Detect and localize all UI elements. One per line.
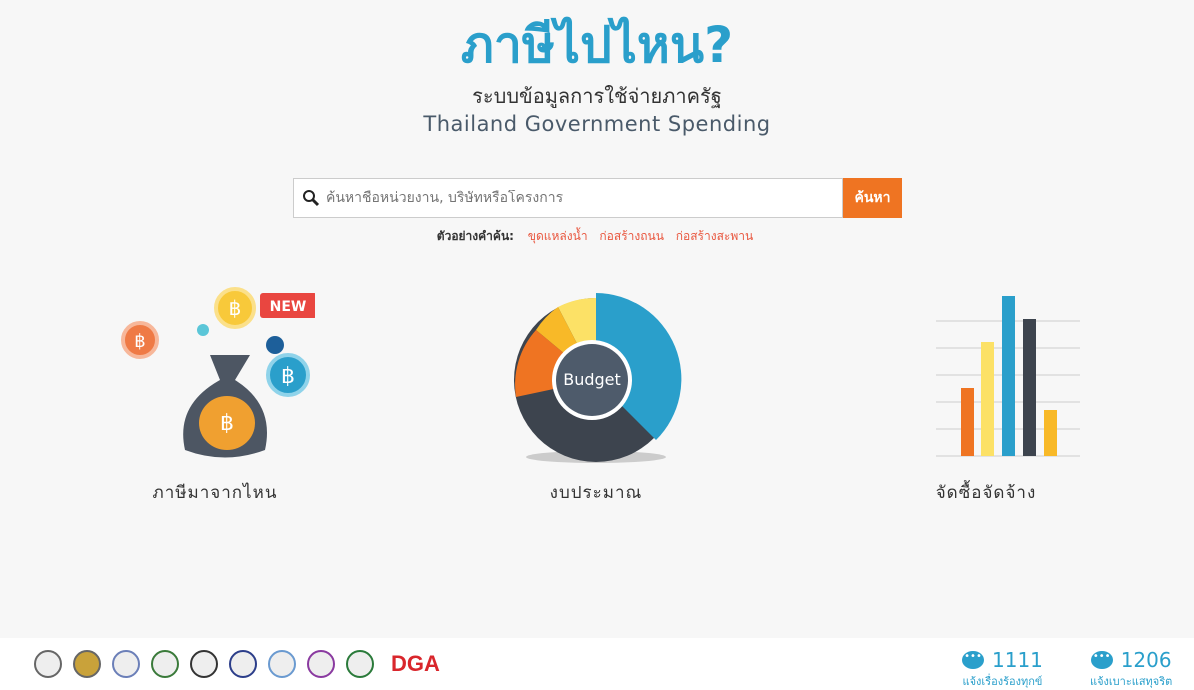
example-link[interactable]: ก่อสร้างสะพาน: [675, 229, 754, 243]
search-examples: ตัวอย่างคำค้น: ขุดแหล่งน้ำ ก่อสร้างถนน ก…: [0, 227, 1194, 246]
svg-text:฿: ฿: [281, 364, 295, 389]
chat-bubble-icon: •••: [1090, 651, 1113, 669]
card-budget[interactable]: Budget งบประมาณ: [476, 285, 716, 506]
partner-logo[interactable]: [346, 650, 374, 678]
card-label: ภาษีมาจากไหน: [152, 483, 278, 503]
card-label: จัดซื้อจัดจ้าง: [935, 483, 1037, 503]
example-link[interactable]: ก่อสร้างถนน: [599, 229, 664, 243]
search-bar: ค้นหา: [293, 178, 902, 218]
svg-text:฿: ฿: [134, 331, 145, 352]
svg-text:฿: ฿: [229, 296, 242, 320]
chat-bubble-icon: •••: [962, 651, 984, 669]
svg-text:฿: ฿: [220, 411, 234, 436]
corruption-label: แจ้งเบาะแสทุจริต: [1090, 675, 1173, 688]
site-title: ภาษีไปไหน?: [460, 16, 734, 74]
partner-logo[interactable]: [151, 650, 179, 678]
subtitle-thai: ระบบข้อมูลการใช้จ่ายภาครัฐ: [472, 84, 722, 108]
partner-logo[interactable]: [190, 650, 218, 678]
partner-logo[interactable]: [34, 650, 62, 678]
corruption-stat[interactable]: ••• 1206 แจ้งเบาะแสทุจริต: [1090, 648, 1172, 690]
partner-logo[interactable]: [229, 650, 257, 678]
example-link[interactable]: ขุดแหล่งน้ำ: [527, 229, 588, 243]
footer: DGA ••• 1111 แจ้งเรื่องร้องทุกข์ ••• 1206 …: [0, 638, 1194, 690]
partner-logo[interactable]: [73, 650, 101, 678]
bar-chart-icon: [936, 296, 1080, 457]
new-badge: NEW: [270, 299, 307, 315]
card-tax-source[interactable]: ฿ ฿ ฿ NEW ฿ ภาษีมาจากไหน: [95, 285, 335, 506]
complaint-stat[interactable]: ••• 1111 แจ้งเรื่องร้องทุกข์: [962, 648, 1043, 690]
complaint-label: แจ้งเรื่องร้องทุกข์: [962, 675, 1043, 688]
partner-logo[interactable]: [112, 650, 140, 678]
budget-center-text: Budget: [563, 370, 621, 389]
complaint-count: 1111: [992, 648, 1043, 672]
examples-label: ตัวอย่างคำค้น:: [436, 229, 514, 243]
corruption-count: 1206: [1120, 648, 1172, 672]
partner-logo[interactable]: [307, 650, 335, 678]
partner-logos: DGA: [34, 650, 440, 678]
dga-logo[interactable]: DGA: [391, 651, 440, 676]
subtitle-english: Thailand Government Spending: [423, 112, 771, 136]
donut-chart-icon: Budget: [514, 293, 682, 463]
search-input[interactable]: [326, 190, 842, 206]
search-icon: [303, 190, 320, 207]
card-procurement[interactable]: จัดซื้อจัดจ้าง: [866, 285, 1106, 506]
money-bag-icon: ฿ ฿ ฿ NEW ฿: [121, 287, 317, 458]
card-label: งบประมาณ: [549, 483, 643, 503]
search-box: [293, 178, 843, 218]
search-button[interactable]: ค้นหา: [843, 178, 902, 218]
partner-logo[interactable]: [268, 650, 296, 678]
